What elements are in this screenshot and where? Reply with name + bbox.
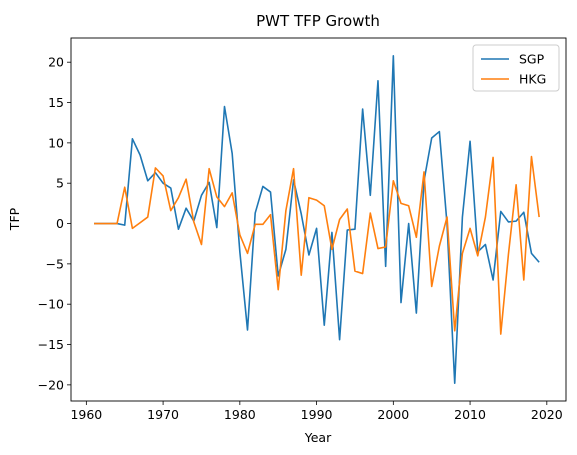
y-tick-label: 0 [56, 216, 64, 231]
y-tick-label: 10 [48, 135, 64, 150]
legend-label-hkg: HKG [519, 72, 546, 87]
y-axis: −20 −15 −10 −5 0 5 10 15 20 [38, 55, 71, 392]
x-tick-label: 2020 [531, 407, 563, 422]
legend: SGP HKG [472, 44, 560, 92]
x-axis-label: Year [304, 430, 332, 445]
series-line-sgp [94, 54, 540, 385]
y-tick-label: 5 [56, 176, 64, 191]
y-tick-label: −5 [46, 256, 64, 271]
x-tick-label: 2000 [377, 407, 409, 422]
x-tick-label: 2010 [454, 407, 486, 422]
y-tick-label: −15 [38, 337, 64, 352]
series-line-hkg [94, 155, 540, 335]
y-tick-label: 15 [48, 95, 64, 110]
x-tick-label: 1970 [147, 407, 179, 422]
series-lines [94, 54, 540, 385]
x-tick-label: 1990 [301, 407, 333, 422]
chart-title: PWT TFP Growth [256, 12, 380, 30]
y-tick-label: −10 [38, 297, 64, 312]
x-tick-label: 1960 [70, 407, 102, 422]
plot-area [70, 37, 567, 402]
x-axis: 1960 1970 1980 1990 2000 2010 2020 [70, 401, 563, 422]
y-tick-label: −20 [38, 377, 64, 392]
legend-label-sgp: SGP [519, 52, 545, 67]
y-axis-label: TFP [7, 207, 22, 231]
x-tick-label: 1980 [224, 407, 256, 422]
y-tick-label: 20 [48, 55, 64, 70]
